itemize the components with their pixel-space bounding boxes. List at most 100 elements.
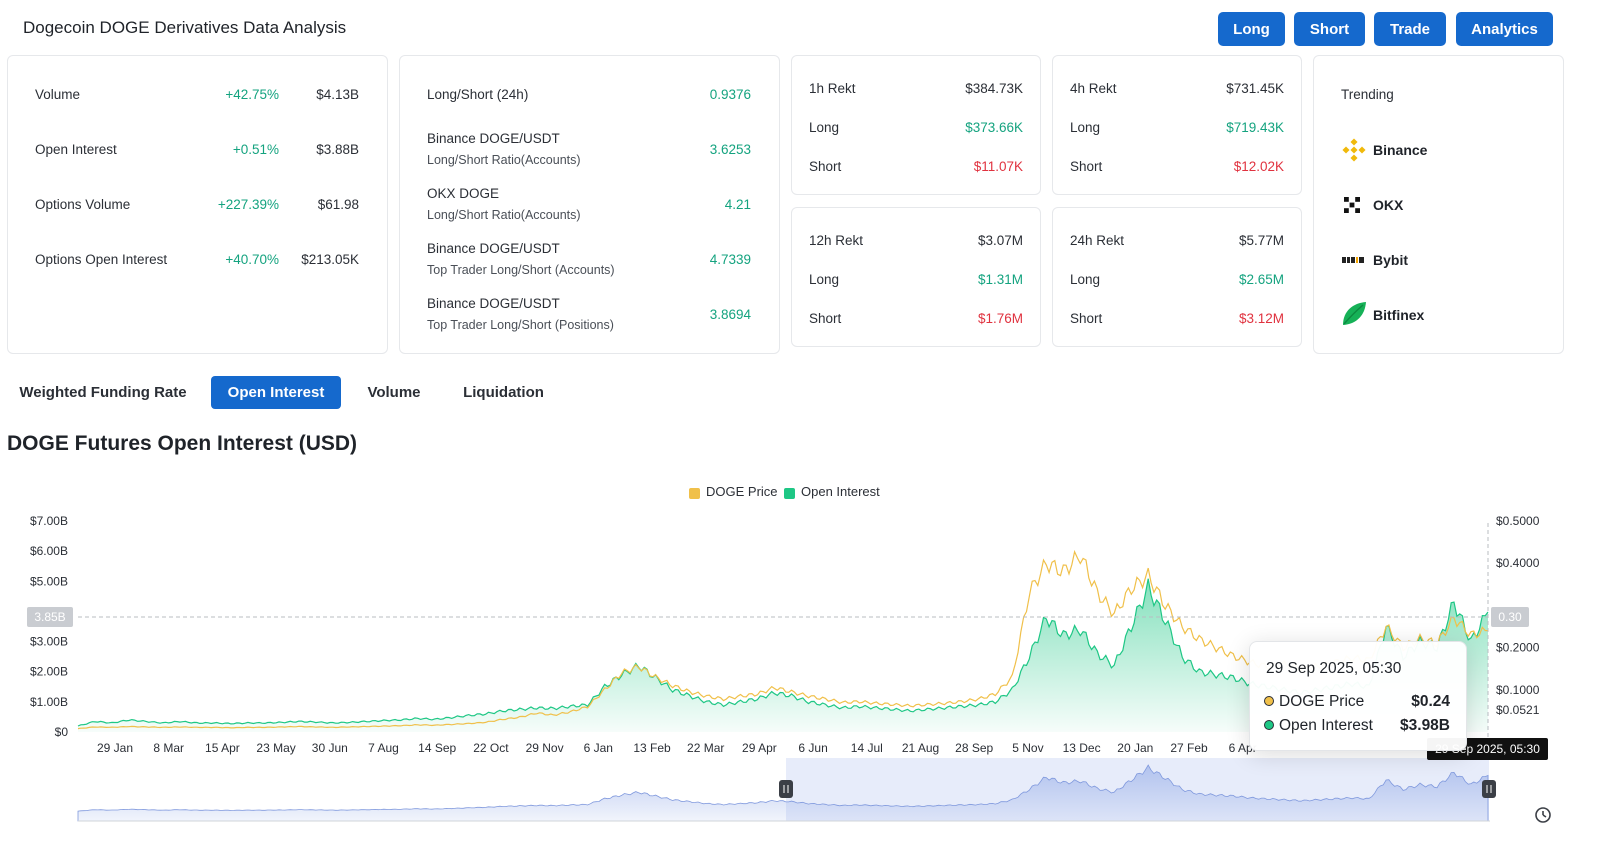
x-tick-label: 22 Mar bbox=[687, 741, 724, 755]
x-tick-label: 23 May bbox=[256, 741, 295, 755]
short-button[interactable]: Short bbox=[1294, 12, 1365, 46]
ratio-value: 4.21 bbox=[724, 197, 751, 212]
rekt-short-value: $3.12M bbox=[1238, 311, 1284, 326]
x-tick-label: 20 Jan bbox=[1117, 741, 1153, 755]
y-left-tick-label: $2.00B bbox=[30, 665, 68, 679]
x-tick-label: 22 Oct bbox=[473, 741, 509, 755]
analytics-button[interactable]: Analytics bbox=[1456, 12, 1553, 46]
oi-dot-icon bbox=[1264, 720, 1274, 730]
tab-volume[interactable]: Volume bbox=[353, 376, 435, 409]
tab-open-interest[interactable]: Open Interest bbox=[211, 376, 341, 409]
trending-item-bybit[interactable]: Bybit bbox=[1341, 246, 1521, 274]
page-title: Dogecoin DOGE Derivatives Data Analysis bbox=[23, 18, 347, 37]
y-left-tick-label: $7.00B bbox=[30, 514, 68, 528]
rekt-total: $731.45K bbox=[1226, 81, 1284, 96]
y-right-tick-label: $0.2000 bbox=[1496, 641, 1540, 655]
trending-item-label: Bitfinex bbox=[1373, 307, 1425, 323]
ratio-sub-label: Long/Short Ratio(Accounts) bbox=[427, 153, 581, 167]
y-left-tick-label: $1.00B bbox=[30, 695, 68, 709]
crosshair-y-right-badge: 0.30 bbox=[1491, 607, 1529, 627]
ratio-value-24h: 0.9376 bbox=[709, 87, 751, 102]
rekt-total: $384.73K bbox=[965, 81, 1023, 96]
ratio-value: 4.7339 bbox=[709, 252, 751, 267]
x-tick-label: 14 Sep bbox=[418, 741, 456, 755]
x-tick-label: 6 Jun bbox=[798, 741, 827, 755]
rekt-card-24h: 24h Rekt $5.77M Long $2.65M Short $3.12M bbox=[1052, 207, 1302, 347]
navigator-handle-right[interactable] bbox=[1482, 780, 1496, 798]
crosshair-y-left-badge: 3.85B bbox=[27, 607, 73, 627]
x-tick-label: 6 Jan bbox=[584, 741, 613, 755]
tab-liquidation[interactable]: Liquidation bbox=[447, 376, 560, 409]
rekt-short-label: Short bbox=[809, 159, 842, 174]
trending-card: Trending Binance OKX bbox=[1313, 55, 1564, 354]
rekt-total: $5.77M bbox=[1238, 233, 1284, 248]
rekt-short-label: Short bbox=[1070, 159, 1103, 174]
legend-item-price[interactable]: DOGE Price bbox=[706, 484, 778, 499]
long-short-ratio-card: Long/Short (24h) 0.9376 Binance DOGE/USD… bbox=[399, 55, 780, 354]
rekt-short-value: $11.07K bbox=[973, 159, 1023, 174]
ratio-label: OKX DOGE bbox=[427, 186, 500, 201]
stat-change-options-open-interest: +40.70% bbox=[225, 252, 279, 267]
trending-item-label: Binance bbox=[1373, 142, 1428, 158]
okx-logo-icon bbox=[1344, 197, 1360, 213]
legend-swatch-price bbox=[689, 488, 700, 499]
x-tick-label: 21 Aug bbox=[902, 741, 939, 755]
open-interest-chart[interactable]: $7.00B $6.00B $5.00B $3.00B $2.00B $1.00B $0 $… bbox=[0, 505, 1600, 841]
tab-weighted-funding-rate[interactable]: Weighted Funding Rate bbox=[10, 376, 196, 409]
trending-item-binance[interactable]: Binance bbox=[1341, 136, 1521, 164]
legend-item-open-interest[interactable]: Open Interest bbox=[801, 484, 880, 499]
long-button[interactable]: Long bbox=[1218, 12, 1285, 46]
rekt-label: 4h Rekt bbox=[1070, 81, 1117, 96]
stat-change-options-volume: +227.39% bbox=[217, 197, 279, 212]
ratio-sub-label: Top Trader Long/Short (Accounts) bbox=[427, 263, 615, 277]
trending-title: Trending bbox=[1341, 87, 1394, 102]
rekt-long-label: Long bbox=[1070, 272, 1101, 287]
x-tick-label: 29 Apr bbox=[742, 741, 777, 755]
stat-change-volume: +42.75% bbox=[225, 87, 279, 102]
ratio-label: Binance DOGE/USDT bbox=[427, 241, 560, 256]
rekt-short-value: $1.76M bbox=[977, 311, 1023, 326]
rekt-long-value: $373.66K bbox=[965, 120, 1023, 135]
stat-label-open-interest: Open Interest bbox=[35, 142, 117, 157]
trade-button[interactable]: Trade bbox=[1374, 12, 1446, 46]
bybit-logo-icon bbox=[1342, 257, 1364, 263]
ratio-label: Binance DOGE/USDT bbox=[427, 131, 560, 146]
ratio-label-24h: Long/Short (24h) bbox=[427, 87, 529, 102]
legend-swatch-oi bbox=[784, 488, 795, 499]
rekt-card-1h: 1h Rekt $384.73K Long $373.66K Short $11… bbox=[791, 55, 1041, 195]
ratio-value: 3.6253 bbox=[709, 142, 751, 157]
rekt-short-value: $12.02K bbox=[1233, 159, 1284, 174]
x-tick-label: 14 Jul bbox=[851, 741, 883, 755]
tooltip-value-oi: $3.98B bbox=[1400, 717, 1450, 734]
x-tick-label: 8 Mar bbox=[153, 741, 184, 755]
rekt-total: $3.07M bbox=[977, 233, 1023, 248]
rekt-long-value: $1.31M bbox=[977, 272, 1023, 287]
trending-item-label: Bybit bbox=[1373, 252, 1408, 268]
chart-reset-icon[interactable] bbox=[1530, 803, 1556, 829]
y-right-tick-label: $0.5000 bbox=[1496, 514, 1540, 528]
ratio-label: Binance DOGE/USDT bbox=[427, 296, 560, 311]
stat-change-open-interest: +0.51% bbox=[232, 142, 279, 157]
rekt-card-4h: 4h Rekt $731.45K Long $719.43K Short $12… bbox=[1052, 55, 1302, 195]
chart-tooltip: 29 Sep 2025, 05:30 DOGE Price $0.24 Open… bbox=[1249, 641, 1467, 751]
trending-item-bitfinex[interactable]: Bitfinex bbox=[1341, 301, 1521, 329]
y-left-tick-label: $3.00B bbox=[30, 635, 68, 649]
stat-value-volume: $4.13B bbox=[316, 87, 359, 102]
trending-item-okx[interactable]: OKX bbox=[1341, 191, 1521, 219]
stat-value-open-interest: $3.88B bbox=[316, 142, 359, 157]
chart-title: DOGE Futures Open Interest (USD) bbox=[7, 432, 358, 455]
stat-label-options-open-interest: Options Open Interest bbox=[35, 252, 168, 267]
x-tick-label: 29 Jan bbox=[97, 741, 133, 755]
rekt-label: 1h Rekt bbox=[809, 81, 856, 96]
stat-value-options-open-interest: $213.05K bbox=[301, 252, 359, 267]
y-left-tick-label: $6.00B bbox=[30, 544, 68, 558]
x-tick-label: 15 Apr bbox=[205, 741, 240, 755]
rekt-long-label: Long bbox=[809, 120, 840, 135]
navigator-handle-left[interactable] bbox=[779, 780, 793, 798]
x-tick-label: 30 Jun bbox=[312, 741, 348, 755]
bitfinex-leaf-icon bbox=[1343, 302, 1366, 325]
rekt-card-12h: 12h Rekt $3.07M Long $1.31M Short $1.76M bbox=[791, 207, 1041, 347]
y-left-tick-label: $5.00B bbox=[30, 574, 68, 588]
y-right-tick-label: $0.4000 bbox=[1496, 556, 1540, 570]
trending-item-label: OKX bbox=[1373, 197, 1404, 213]
